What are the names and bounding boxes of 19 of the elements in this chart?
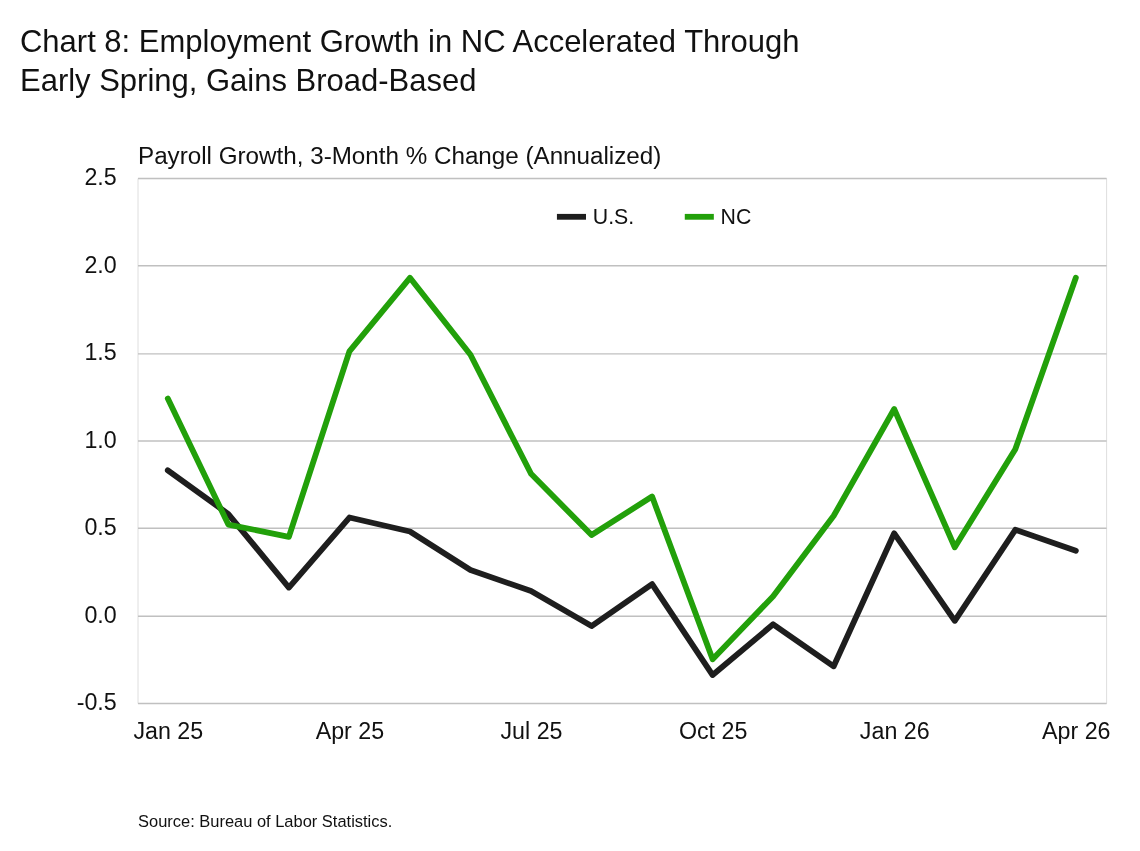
text: Early Spring, Gains Broad-Based: [20, 62, 477, 98]
y-tick-label: 2.0: [84, 251, 117, 278]
y-axis-title: Payroll Growth, 3-Month % Change (Annualized): [138, 142, 662, 170]
y-tick-label: 2.5: [84, 164, 117, 191]
x-tick-label: Jan 26: [859, 718, 930, 745]
x-tick-label: Jul 25: [500, 718, 563, 745]
y-tick-label: 0.5: [84, 514, 117, 541]
source-note: Source: Bureau of Labor Statistics.: [138, 812, 393, 831]
x-tick-label: Apr 25: [315, 718, 385, 745]
legend-label: NC: [720, 204, 752, 229]
text: Chart 8: Employment Growth in NC Accelerated Through: [20, 24, 800, 60]
y-tick-label: -0.5: [76, 689, 117, 716]
y-tick-label: 1.5: [84, 339, 117, 366]
x-tick-label: Apr 26: [1042, 718, 1111, 745]
legend-label: U.S.: [592, 204, 635, 229]
y-tick-label: 1.0: [84, 426, 117, 453]
y-tick-label: 0.0: [84, 601, 117, 628]
x-tick-label: Jan 25: [133, 718, 204, 745]
x-tick-label: Oct 25: [678, 718, 748, 745]
